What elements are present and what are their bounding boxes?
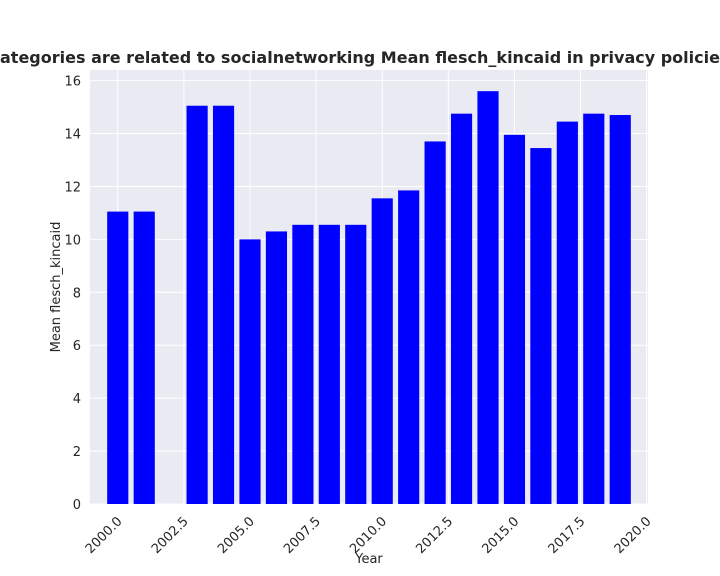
bar-2013 — [450, 113, 473, 504]
bar-2015 — [503, 134, 526, 504]
chart-title: when categories are related to socialnet… — [0, 48, 720, 67]
x-tick-label: 2005.0 — [215, 514, 258, 557]
y-tick-labels: 0 2 4 6 8 10 12 14 16 — [64, 75, 81, 513]
y-tick-label: 10 — [64, 233, 81, 248]
y-tick-label: 0 — [73, 498, 81, 513]
bar-2001 — [133, 211, 155, 504]
x-tick-label: 2000.0 — [83, 514, 126, 557]
y-axis-label: Mean flesch_kincaid — [49, 222, 64, 353]
x-tick-label: 2012.5 — [413, 514, 456, 557]
bar-2017 — [556, 121, 578, 504]
bar-2012 — [424, 141, 446, 504]
bar-2009 — [345, 224, 367, 504]
y-tick-label: 4 — [73, 392, 81, 407]
bar-2006 — [265, 231, 288, 505]
y-tick-label: 14 — [64, 128, 81, 143]
y-tick-label: 8 — [73, 286, 81, 301]
bar-2004 — [212, 105, 235, 504]
y-tick-label: 6 — [73, 339, 81, 354]
bar-2014 — [477, 91, 499, 505]
bars — [107, 91, 631, 505]
bar-2007 — [292, 224, 314, 504]
y-tick-label: 12 — [64, 180, 81, 195]
y-tick-label: 2 — [73, 445, 81, 460]
x-tick-labels: 2000.0 2002.5 2005.0 2007.5 2010.0 2012.5 2015… — [83, 514, 655, 557]
bar-2018 — [583, 113, 605, 504]
x-axis-label: Year — [354, 552, 383, 567]
plot-area — [90, 70, 648, 504]
bar-2003 — [186, 105, 208, 504]
x-tick-label: 2007.5 — [281, 514, 324, 557]
bar-2019 — [609, 114, 631, 505]
x-tick-label: 2017.5 — [546, 514, 589, 557]
y-tick-label: 16 — [64, 75, 81, 90]
x-tick-label: 2015.0 — [479, 514, 522, 557]
bar-2016 — [530, 148, 552, 504]
bar-2005 — [239, 239, 261, 505]
bar-2010 — [371, 198, 393, 504]
x-tick-label: 2002.5 — [149, 514, 192, 557]
bar-2000 — [107, 211, 129, 504]
x-tick-label: 2020.0 — [612, 514, 655, 557]
bar-2008 — [318, 224, 340, 504]
bar-2011 — [398, 190, 420, 504]
x-tick-label: 2010.0 — [347, 514, 390, 557]
